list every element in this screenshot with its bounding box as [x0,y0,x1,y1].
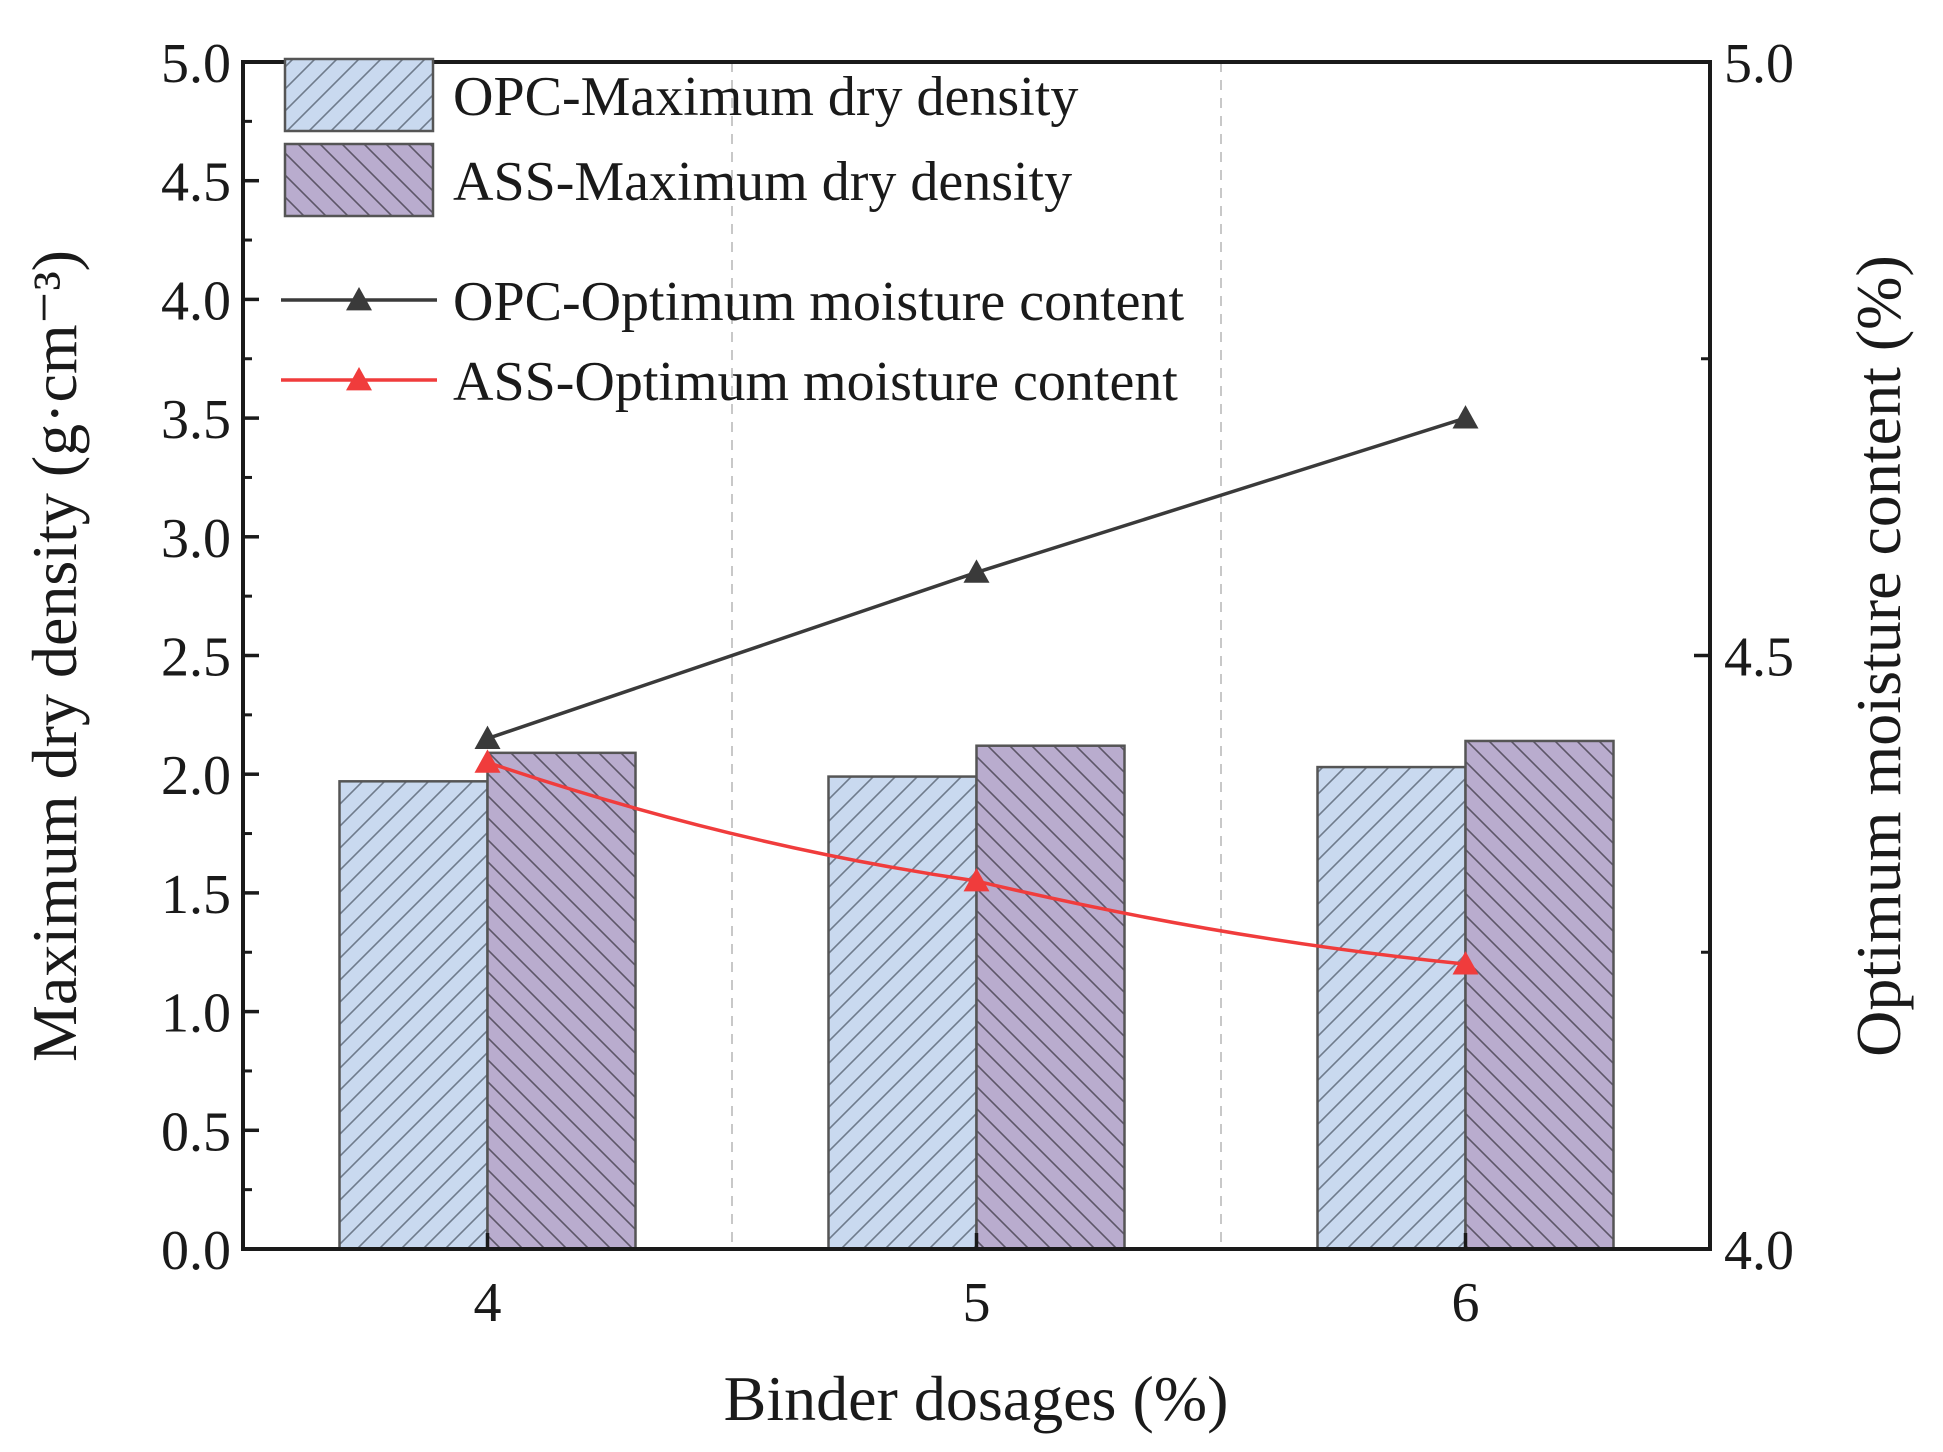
y-tick-label: 0.0 [161,1220,231,1282]
y-tick-label: 2.0 [161,745,231,807]
legend-label: ASS-Optimum moisture content [453,351,1178,413]
bar-ass-5 [975,744,1126,1251]
x-axis-label: Binder dosages (%) [724,1363,1229,1434]
ticks-layer [243,60,1710,1251]
y-tick-label: 4.5 [161,152,231,214]
y-tick-label: 5.0 [161,33,231,95]
lines-layer [474,405,1479,975]
y-tick-label: 1.0 [161,983,231,1045]
legend-label: OPC-Maximum dry density [453,66,1078,128]
bar-opc-6 [1316,765,1467,1251]
y-right-tick-label: 4.5 [1724,627,1794,689]
tick-labels-layer: 0.0 0.5 1.0 1.5 2.0 2.5 3.0 3.5 4.0 4.5 5.0 4.0 4.5 5… [161,33,1794,1334]
y-right-tick-label: 5.0 [1724,33,1794,95]
y-tick-label: 4.0 [161,270,231,332]
y-tick-label: 3.5 [161,389,231,451]
x-tick-label: 5 [963,1272,991,1334]
legend: OPC-Maximum dry density ASS-Maximum dry d… [281,57,1185,413]
marker-opc-5 [963,559,990,583]
legend-marker-opc [346,287,372,311]
marker-ass-6 [1452,951,1479,975]
bars-layer [338,739,1615,1251]
y-axis-label-right: Optimum moisture content (%) [1843,255,1914,1057]
y-tick-label: 1.5 [161,864,231,926]
legend-marker-ass [346,367,372,391]
marker-opc-4 [474,725,501,749]
legend-swatch-opc-density [283,57,435,133]
y-tick-label: 3.0 [161,508,231,570]
x-tick-label: 4 [474,1272,502,1334]
x-tick-label: 6 [1452,1272,1480,1334]
marker-ass-4 [474,749,501,773]
bar-opc-5 [827,775,978,1251]
legend-label: OPC-Optimum moisture content [453,271,1185,333]
bar-ass-4 [486,751,637,1251]
y-axis-label: Maximum dry density (g·cm⁻³) [19,250,90,1062]
legend-swatch-ass-density [283,142,435,218]
legend-label: ASS-Maximum dry density [453,151,1072,213]
marker-opc-6 [1452,405,1479,429]
bar-opc-4 [338,780,489,1251]
y-tick-label: 0.5 [161,1101,231,1163]
y-tick-label: 2.5 [161,627,231,689]
bar-ass-6 [1464,739,1615,1251]
marker-ass-5 [963,868,990,892]
y-right-tick-label: 4.0 [1724,1220,1794,1282]
